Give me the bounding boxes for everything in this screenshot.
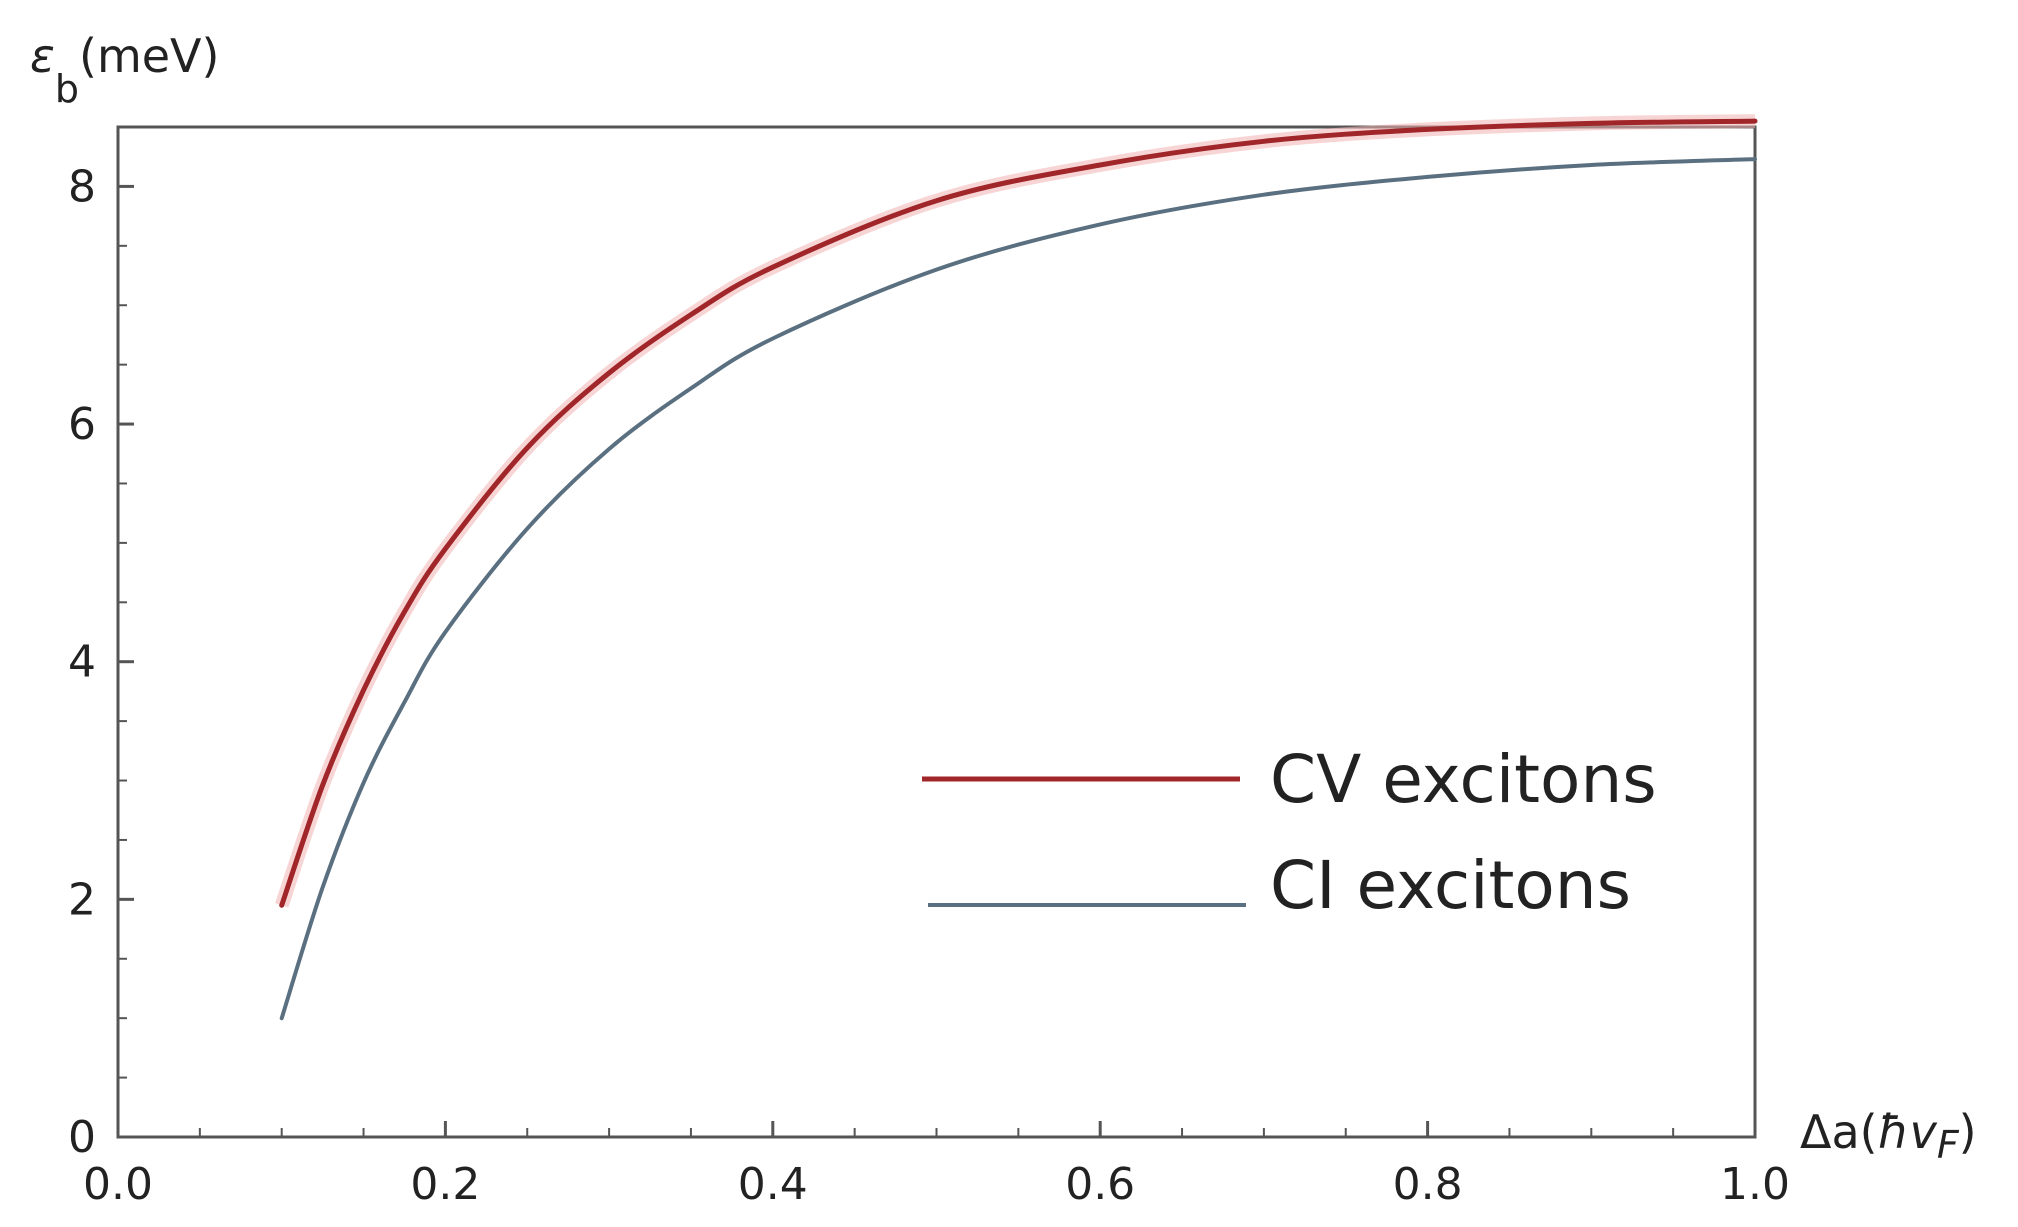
x-axis-label-subscript: F: [1937, 1123, 1960, 1167]
y-axis-label-unit: (meV): [79, 29, 219, 83]
y-tick-label: 6: [68, 399, 96, 450]
x-axis-label-v: v: [1910, 1105, 1938, 1159]
x-tick-label: 0.8: [1393, 1159, 1463, 1210]
x-axis-label: Δa(ħvF): [1800, 1105, 1977, 1167]
y-tick-label: 0: [68, 1112, 96, 1163]
x-ticks: 0.0 0.2 0.4 0.6 0.8 1.0: [83, 1121, 1790, 1210]
series-layer: [275, 114, 1758, 1021]
y-tick-label: 8: [68, 161, 96, 212]
x-axis-label-prefix: Δa(: [1800, 1105, 1878, 1159]
legend-label-cv-excitons: CV excitons: [1270, 741, 1657, 818]
y-axis-label-symbol: ε: [30, 29, 55, 83]
x-tick-label: 0.2: [410, 1159, 480, 1210]
x-tick-label: 0.0: [83, 1159, 153, 1210]
x-tick-label: 0.6: [1065, 1159, 1135, 1210]
series-line-cv-excitons: [279, 118, 1758, 908]
legend-label-ci-excitons: CI excitons: [1270, 847, 1631, 924]
x-tick-label: 1.0: [1720, 1159, 1790, 1210]
y-axis-label-subscript: b: [55, 67, 79, 111]
y-axis-label: εb(meV): [30, 29, 219, 111]
x-tick-label: 0.4: [738, 1159, 808, 1210]
plot-frame: [116, 125, 1757, 1139]
series-line-ci-excitons: [279, 157, 1757, 1021]
legend: CV excitons CI excitons: [922, 741, 1657, 924]
x-axis-label-suffix: ): [1959, 1105, 1977, 1159]
y-ticks: 0 2 4 6 8: [68, 126, 134, 1163]
y-tick-label: 4: [68, 637, 96, 688]
x-axis-label-hbar: ħ: [1878, 1105, 1910, 1159]
y-tick-label: 2: [68, 874, 96, 925]
